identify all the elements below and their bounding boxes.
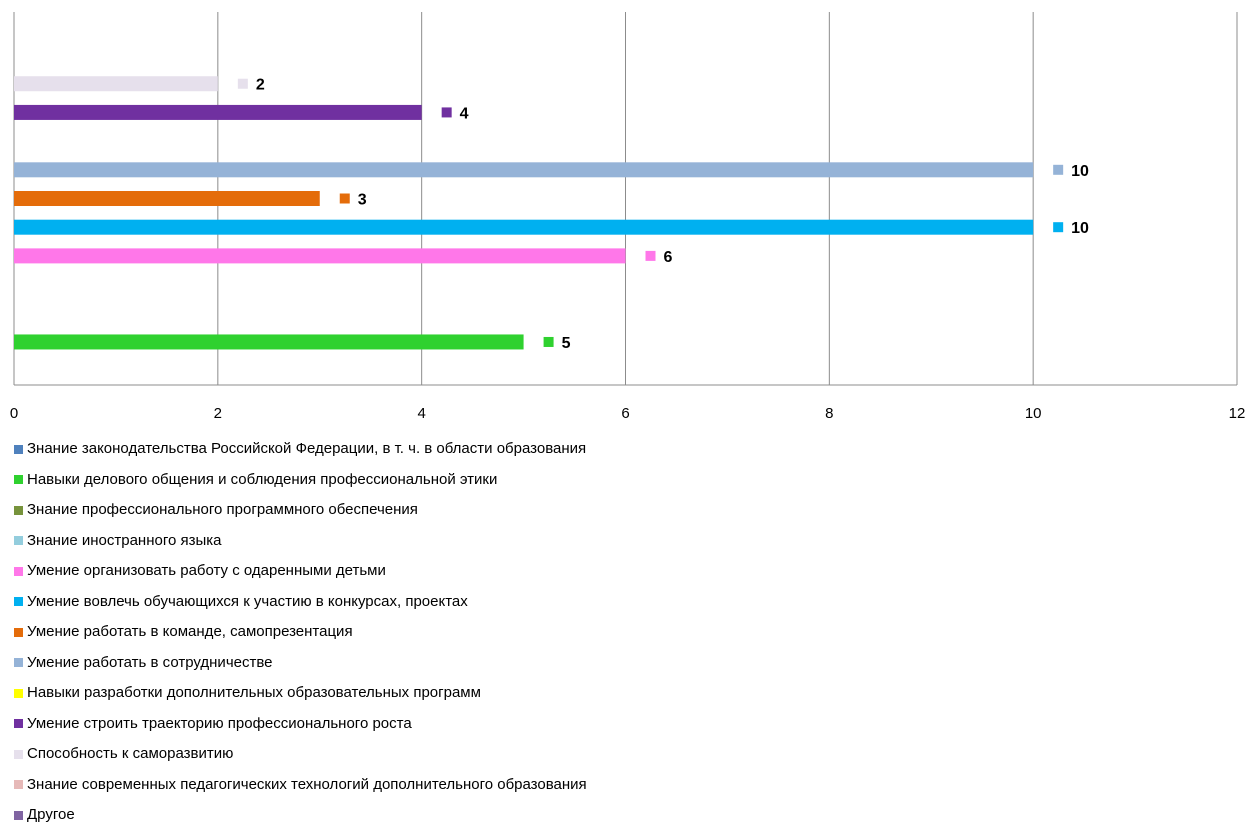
x-tick-label-12: 12: [1229, 405, 1246, 420]
data-label-1: 5: [562, 335, 571, 352]
legend-item-1: Навыки делового общения и соблюдения про…: [14, 465, 587, 496]
data-label-7: 10: [1071, 163, 1089, 180]
legend-item-12: Другое: [14, 800, 587, 831]
legend-label-0: Знание законодательства Российской Федер…: [27, 440, 587, 457]
legend-swatch-1: [14, 475, 23, 485]
legend: Знание законодательства Российской Федер…: [14, 434, 587, 831]
legend-item-2: Знание профессионального программного об…: [14, 495, 587, 526]
legend-swatch-12: [14, 810, 23, 820]
legend-item-10: Способность к саморазвитию: [14, 739, 587, 770]
legend-swatch-3: [14, 536, 23, 546]
legend-swatch-11: [14, 780, 23, 790]
legend-item-9: Умение строить траекторию профессиональн…: [14, 709, 587, 740]
legend-item-8: Навыки разработки дополнительных образов…: [14, 678, 587, 709]
data-labels: 5 6 10 3 10 4 2: [237, 77, 1089, 352]
legend-label-7: Умение работать в сотрудничестве: [27, 653, 273, 671]
legend-label-1: Навыки делового общения и соблюдения про…: [27, 470, 498, 488]
legend-item-5: Умение вовлечь обучающихся к участию в к…: [14, 587, 587, 618]
legend-label-2: Знание профессионального программного об…: [27, 501, 418, 518]
data-label-9: 4: [460, 105, 469, 122]
bar-7: [14, 162, 1034, 178]
data-label-key-7: [1053, 164, 1064, 175]
legend-label-12: Другое: [27, 806, 75, 823]
bar-4: [14, 248, 626, 264]
legend-label-4: Умение организовать работу с одаренными …: [27, 562, 386, 579]
x-axis-ticks: 0 2 4 6 8 10 12: [10, 405, 1246, 420]
data-label-key-1: [543, 336, 554, 347]
x-tick-label-0: 0: [10, 405, 18, 420]
legend-label-6: Умение работать в команде, самопрезентац…: [27, 623, 353, 640]
x-tick-label-2: 2: [214, 405, 222, 420]
gridlines: [13, 12, 1238, 386]
legend-item-4: Умение организовать работу с одаренными …: [14, 556, 587, 587]
legend-item-0: Знание законодательства Российской Федер…: [14, 434, 587, 465]
bar-chart: 5 6 10 3 10 4 2 0 2 4 6 8 10 12: [10, 12, 1246, 420]
legend-swatch-5: [14, 597, 23, 607]
legend-label-5: Умение вовлечь обучающихся к участию в к…: [27, 592, 468, 610]
bar-1: [14, 334, 524, 350]
legend-label-8: Навыки разработки дополнительных образов…: [27, 684, 481, 701]
legend-item-7: Умение работать в сотрудничестве: [14, 648, 587, 679]
legend-item-11: Знание современных педагогических технол…: [14, 770, 587, 801]
data-label-6: 3: [358, 192, 367, 209]
x-tick-label-8: 8: [825, 405, 833, 420]
data-label-5: 10: [1071, 220, 1089, 237]
data-label-10: 2: [256, 77, 265, 94]
legend-swatch-0: [14, 444, 23, 454]
x-tick-label-6: 6: [621, 405, 629, 420]
legend-label-3: Знание иностранного языка: [27, 531, 222, 549]
legend-label-10: Способность к саморазвитию: [27, 745, 234, 762]
x-tick-label-10: 10: [1025, 405, 1042, 420]
data-label-key-4: [645, 250, 656, 261]
legend-swatch-2: [14, 505, 23, 515]
bar-10: [14, 76, 218, 92]
legend-swatch-8: [14, 688, 23, 698]
data-label-4: 6: [664, 249, 673, 266]
bar-9: [14, 104, 422, 120]
data-label-key-5: [1053, 222, 1064, 233]
legend-swatch-7: [14, 658, 23, 668]
legend-item-6: Умение работать в команде, самопрезентац…: [14, 617, 587, 648]
legend-item-3: Знание иностранного языка: [14, 526, 587, 557]
bar-6: [14, 191, 320, 206]
bar-5: [14, 219, 1034, 235]
legend-swatch-6: [14, 627, 23, 637]
data-label-key-10: [237, 78, 248, 89]
legend-swatch-10: [14, 749, 23, 759]
bars: [14, 76, 1034, 350]
legend-swatch-9: [14, 719, 23, 729]
data-label-key-6: [339, 193, 350, 204]
data-label-key-9: [441, 107, 452, 118]
legend-label-9: Умение строить траекторию профессиональн…: [27, 714, 412, 732]
legend-swatch-4: [14, 566, 23, 576]
x-tick-label-4: 4: [417, 405, 425, 420]
legend-label-11: Знание современных педагогических технол…: [27, 775, 587, 793]
